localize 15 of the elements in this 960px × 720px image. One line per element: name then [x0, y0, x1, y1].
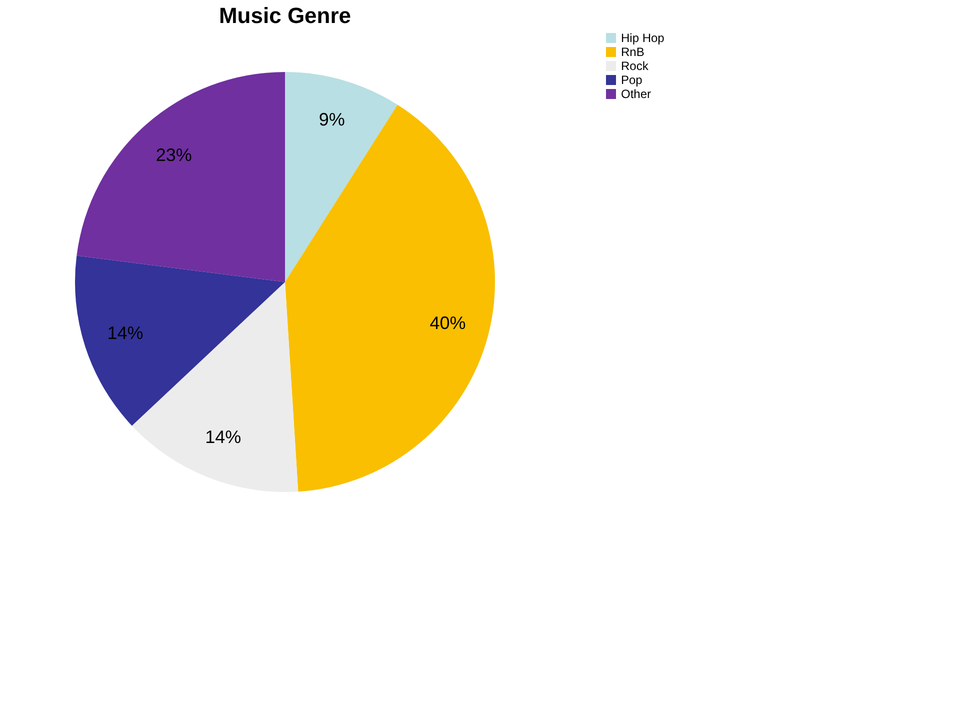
legend-label: Pop [621, 73, 643, 87]
data-label: 9% [318, 110, 345, 130]
pie-slice [75, 256, 285, 426]
chart-title: Music Genre [218, 3, 352, 28]
legend-label: Other [621, 87, 652, 101]
pie-slice [76, 72, 285, 282]
pie-slice [285, 104, 495, 492]
pie-slice [285, 72, 398, 282]
legend-label: Rock [621, 59, 650, 73]
data-label: 40% [430, 312, 466, 333]
data-label: 14% [205, 427, 242, 448]
data-label: 23% [156, 144, 192, 165]
legend-label: RnB [621, 45, 644, 59]
data-label: 14% [107, 322, 144, 343]
legend-label: Hip Hop [621, 31, 665, 45]
